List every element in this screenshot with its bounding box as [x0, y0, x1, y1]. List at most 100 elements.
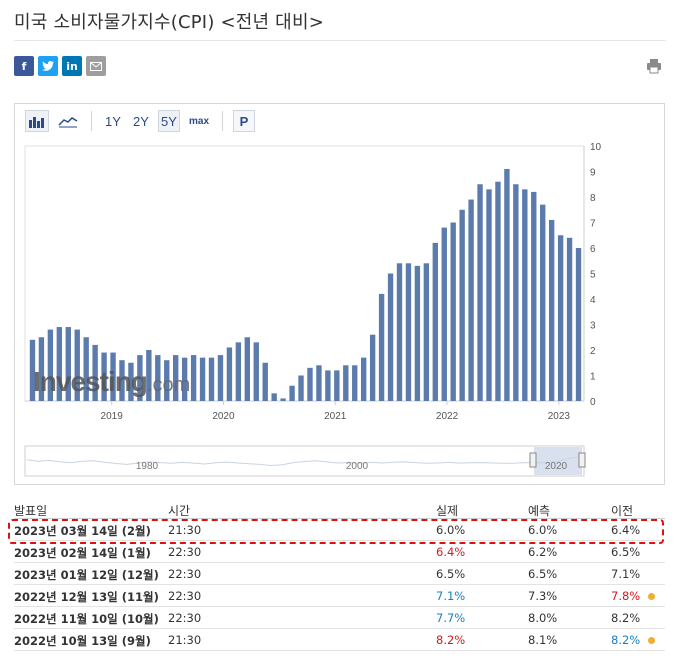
table-row: 2022년 10월 13일 (9월) 21:30 8.2% 8.1% 8.2%: [14, 629, 665, 651]
bar: [423, 263, 430, 401]
table-row: 2022년 11월 10일 (10월) 22:30 7.7% 8.0% 8.2%: [14, 607, 665, 629]
row-date: 2023년 01월 12일 (12월): [14, 568, 159, 582]
bar: [298, 375, 304, 401]
x-tick-label: 2023: [548, 411, 571, 422]
release-table: 발표일 시간 실제 예측 이전 2023년 03월 14일 (2월) 21:30 6…: [14, 500, 665, 651]
bar: [208, 357, 215, 401]
bar: [513, 184, 519, 401]
bar: [396, 263, 403, 401]
x-tick-label: 2022: [436, 411, 459, 422]
bar: [155, 355, 161, 401]
bar: [307, 367, 313, 401]
print-icon[interactable]: [646, 58, 662, 74]
y-tick-label: 4: [590, 295, 596, 306]
range-1y-button[interactable]: 1Y: [105, 113, 121, 129]
bar: [74, 329, 80, 401]
table-row: 2023년 01월 12일 (12월) 22:30 6.5% 6.5% 7.1%: [14, 563, 665, 585]
row-date: 2023년 02월 14일 (1월): [14, 546, 151, 560]
header-actual: 실제: [436, 504, 459, 518]
bar: [173, 355, 179, 401]
x-tick-label: 2019: [101, 411, 124, 422]
bar: [110, 352, 116, 401]
y-tick-label: 6: [590, 244, 596, 255]
bar: [262, 362, 268, 401]
bar: [486, 189, 492, 401]
header-time: 시간: [168, 504, 191, 518]
bar: [325, 370, 331, 401]
bar: [414, 265, 421, 401]
highlight-box: [8, 519, 664, 544]
bar: [47, 329, 54, 401]
y-tick-label: 10: [590, 142, 602, 153]
range-max-button[interactable]: max: [189, 115, 210, 127]
bar: [92, 344, 98, 401]
header-forecast: 예측: [528, 504, 551, 518]
bar: [477, 184, 483, 401]
row-time: 21:30: [168, 523, 202, 537]
bar: [387, 273, 394, 401]
bar-chart-icon[interactable]: [25, 110, 49, 132]
bar: [369, 334, 376, 401]
bar: [217, 355, 224, 401]
row-previous: 8.2%: [611, 633, 641, 647]
bar: [441, 227, 447, 401]
facebook-icon[interactable]: f: [14, 56, 34, 76]
table-row: 2023년 03월 14일 (2월) 21:30 6.0% 6.0% 6.4%: [14, 519, 665, 541]
bar: [405, 263, 412, 401]
bar: [540, 204, 546, 401]
bar: [352, 365, 358, 401]
row-actual: 6.0%: [436, 523, 466, 537]
row-previous: 6.5%: [611, 545, 641, 559]
y-tick-label: 2: [590, 346, 596, 357]
bar: [29, 339, 36, 401]
row-time: 22:30: [168, 545, 202, 559]
navigator-handle-left: [529, 452, 537, 468]
row-time: 22:30: [168, 567, 202, 581]
bar: [566, 237, 573, 401]
bar: [101, 352, 107, 401]
y-tick-label: 1: [590, 372, 596, 383]
bar: [504, 168, 510, 401]
linkedin-icon[interactable]: in: [62, 56, 82, 76]
row-previous: 7.1%: [611, 567, 641, 581]
bar: [575, 248, 582, 401]
range-5y-button[interactable]: 5Y: [158, 110, 180, 132]
table-row: 2023년 02월 14일 (1월) 22:30 6.4% 6.2% 6.5%: [14, 541, 665, 563]
bar: [38, 337, 45, 401]
bar: [432, 242, 438, 401]
alert-dot-icon: [648, 593, 655, 600]
bar: [522, 189, 528, 401]
row-forecast: 6.2%: [528, 545, 558, 559]
row-date: 2022년 12월 13일 (11월): [14, 590, 159, 604]
bar: [128, 362, 134, 401]
navigator-tick-label: 2020: [545, 461, 568, 472]
bar: [531, 191, 537, 401]
email-icon[interactable]: [86, 56, 106, 76]
row-previous: 7.8%: [611, 589, 641, 603]
x-tick-label: 2021: [324, 411, 347, 422]
row-forecast: 8.0%: [528, 611, 558, 625]
range-2y-button[interactable]: 2Y: [133, 113, 149, 129]
navigator-line: [26, 455, 583, 467]
navigator-tick-label: 1980: [136, 461, 159, 472]
y-tick-label: 9: [590, 168, 596, 179]
row-forecast: 8.1%: [528, 633, 558, 647]
bar: [378, 293, 385, 401]
twitter-icon[interactable]: [38, 56, 58, 76]
bar: [146, 350, 152, 401]
bar: [190, 355, 197, 401]
row-actual: 6.5%: [436, 567, 466, 581]
toolbar-divider: [222, 111, 224, 131]
area-chart-icon[interactable]: [55, 110, 81, 132]
p-button[interactable]: P: [233, 110, 256, 132]
row-date: 2022년 11월 10일 (10월): [14, 612, 159, 626]
bar: [181, 357, 188, 401]
row-previous: 8.2%: [611, 611, 641, 625]
title-divider: [14, 40, 666, 41]
row-time: 22:30: [168, 589, 202, 603]
navigator-selection: [534, 447, 582, 475]
bar: [253, 342, 259, 401]
row-actual: 7.7%: [436, 611, 466, 625]
bar: [83, 337, 89, 401]
y-tick-label: 5: [590, 270, 596, 281]
